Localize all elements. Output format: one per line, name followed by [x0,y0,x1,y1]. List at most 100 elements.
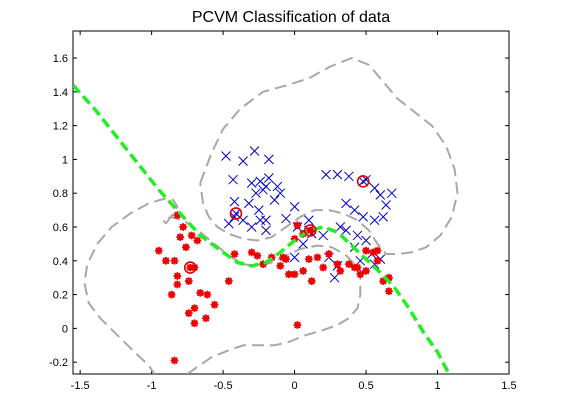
data-point-star [344,260,353,269]
y-tick-label: 0 [62,323,68,335]
data-point-x [378,212,389,222]
data-point-star [362,246,371,255]
outer-margin-contour [199,57,459,255]
data-point-x [272,181,283,192]
data-point-x [261,181,271,192]
data-point-x [221,151,231,161]
data-point-star [186,263,195,272]
data-point-x [281,213,291,224]
data-point-x [263,154,274,165]
data-point-x [358,212,369,222]
data-point-x [321,169,331,180]
x-tick-label: 0 [292,380,298,392]
data-point-star [276,261,285,270]
data-point-x [223,218,234,229]
data-point-star [203,290,212,299]
data-point-star [384,287,393,296]
data-point-x [246,222,257,232]
data-point-star [210,300,219,309]
data-point-star [253,251,262,260]
data-point-x [341,198,351,209]
data-point-star [193,236,202,245]
data-point-star [353,263,362,272]
x-tick-label: 0.5 [358,380,373,392]
data-point-x [358,176,369,187]
data-point-x [253,205,264,215]
data-point-x [361,235,371,246]
data-point-x [228,174,238,185]
data-point-star [190,263,199,272]
data-point-x [269,195,280,205]
data-point-x [249,146,260,156]
data-point-x [329,272,340,283]
data-point-star [161,256,170,265]
data-point-x [298,239,309,249]
y-tick-label: 0.6 [53,222,68,234]
data-point-x [352,230,363,241]
data-point-star [293,221,302,230]
data-point-x [255,215,266,226]
data-point-x [335,222,346,232]
data-point-x [375,190,386,200]
data-point-star [267,253,276,262]
data-point-x [318,230,329,241]
data-point-star [176,233,185,242]
y-tick-label: 0.4 [53,256,68,268]
y-tick-label: 0.2 [53,290,68,302]
data-point-x [344,171,354,182]
data-point-x [229,212,240,222]
data-point-star [356,270,365,279]
plot-content [73,57,459,374]
data-point-star [336,266,345,275]
data-point-star [333,260,342,269]
data-point-star [184,277,193,286]
data-point-x [238,156,248,166]
data-point-star [173,272,182,280]
prototype-circle [356,175,370,188]
x-tick-label: -0.5 [214,380,233,392]
y-axis: -0.2 0 0.2 0.4 0.6 0.8 1 1.2 1.4 1.6 [49,53,509,369]
data-point-star [373,246,382,255]
data-point-star [173,280,182,289]
data-point-star [259,260,268,269]
data-point-x [289,252,300,263]
data-point-star [154,246,163,255]
data-point-star [379,277,388,286]
prototype-circle [183,261,197,274]
x-tick-label: 1.5 [501,380,516,392]
y-tick-label: 1.6 [53,53,68,65]
data-point-star [362,266,371,275]
data-point-x [261,225,271,236]
data-point-star [230,250,239,259]
data-point-x [341,225,351,236]
data-point-x [381,200,391,210]
data-point-star [167,290,176,299]
data-point-x [304,215,314,226]
data-point-x [349,205,360,215]
y-tick-label: 1.2 [53,121,68,133]
y-tick-label: 1 [62,154,68,166]
data-point-star [224,277,233,286]
upper-margin-contour [83,197,179,374]
data-point-star [170,356,179,365]
data-point-star [384,273,393,282]
data-point-star [324,250,333,259]
data-point-star [299,266,308,275]
data-point-star [187,231,196,240]
x-axis: -1.5 -1 -0.5 0 0.5 1 1.5 [71,31,517,392]
data-point-star [170,256,179,265]
data-point-star [369,248,378,257]
prototype-circle [303,224,317,237]
data-point-x [243,198,254,209]
data-point-x [275,188,286,199]
y-tick-label: 1.4 [53,87,68,99]
x-tick-label: -1 [147,380,157,392]
data-point-star [190,304,199,313]
data-point-x [369,183,380,193]
data-point-x [386,188,397,199]
data-point-star [290,270,299,279]
data-point-star [319,263,328,272]
data-point-x [369,215,380,226]
prototype-circle [229,207,243,220]
